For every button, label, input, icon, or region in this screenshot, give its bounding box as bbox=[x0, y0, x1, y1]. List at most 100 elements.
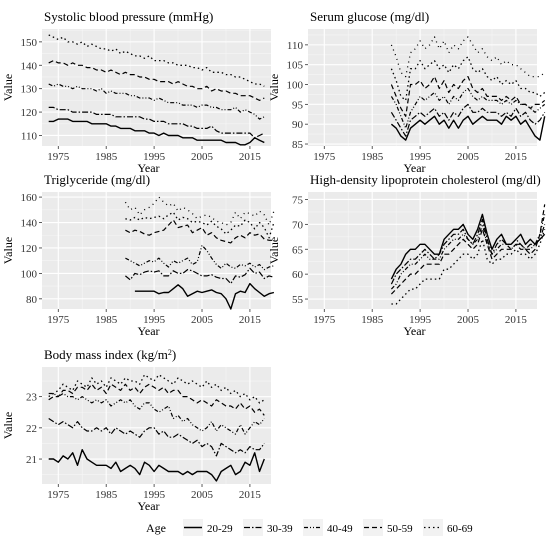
series-line-20-29 bbox=[390, 115, 546, 141]
series-line-70-79 bbox=[390, 36, 546, 78]
y-axis-label: Value bbox=[1, 237, 15, 264]
y-tick-label: 21 bbox=[26, 454, 37, 466]
series-line-40-49 bbox=[125, 244, 275, 271]
title-superscript: 2 bbox=[168, 348, 172, 357]
x-tick-label: 1975 bbox=[47, 151, 70, 163]
series-line-60-69 bbox=[125, 211, 275, 239]
panel-4: 1975 1985 1995 2005 2015 55 60 65 70 75 High-densi… bbox=[267, 172, 546, 338]
y-tick-label: 130 bbox=[21, 84, 38, 96]
series-line-20-29 bbox=[134, 282, 275, 310]
legend-title: Age bbox=[146, 521, 166, 535]
x-tick-label: 1995 bbox=[143, 151, 166, 163]
series-line-40-49 bbox=[48, 83, 265, 120]
y-tick-label: 160 bbox=[21, 192, 38, 204]
x-tick-label: 1995 bbox=[143, 314, 166, 326]
series-line-60-69 bbox=[48, 374, 265, 404]
y-tick-label: 105 bbox=[287, 60, 304, 72]
legend: Age 20-29 30-39 40-49 50-59 60-69 bbox=[146, 519, 473, 536]
panel-2: 1975 1985 1995 2005 2015 85 90 95 100 105 110 Serum… bbox=[267, 9, 546, 175]
y-tick-label: 100 bbox=[21, 268, 38, 280]
y-tick-label: 80 bbox=[26, 294, 38, 306]
series-line-40-49 bbox=[390, 214, 546, 290]
series-line-20-29 bbox=[390, 213, 546, 280]
series-line-30-39 bbox=[48, 106, 265, 139]
x-tick-label: 2005 bbox=[191, 489, 214, 501]
y-tick-label: 22 bbox=[26, 423, 37, 435]
x-axis-label: Year bbox=[403, 161, 425, 175]
x-tick-label: 1985 bbox=[95, 314, 118, 326]
y-tick-label: 100 bbox=[287, 80, 304, 92]
panel-title: Serum glucose (mg/dl) bbox=[310, 9, 429, 24]
series-line-30-39 bbox=[48, 417, 265, 457]
x-tick-label: 2015 bbox=[239, 314, 262, 326]
series-line-50-59 bbox=[390, 204, 546, 295]
x-axis-label: Year bbox=[137, 324, 159, 338]
x-tick-label: 1985 bbox=[361, 151, 384, 163]
series-line-60-69 bbox=[48, 34, 265, 87]
panel-background bbox=[42, 367, 271, 484]
x-axis-label: Year bbox=[137, 499, 159, 513]
x-axis-label: Year bbox=[403, 324, 425, 338]
panel-1: 1975 1985 1995 2005 2015 110 120 130 140 150 Systo… bbox=[1, 9, 271, 175]
series-line-50-59 bbox=[390, 76, 546, 117]
y-tick-label: 85 bbox=[292, 139, 304, 151]
x-tick-label: 2005 bbox=[191, 151, 214, 163]
series-line-20-29 bbox=[48, 449, 265, 482]
panel-5: 1975 1985 1995 2005 2015 21 22 23 Body mass inde… bbox=[1, 347, 271, 513]
y-tick-label: 140 bbox=[21, 218, 38, 230]
panel-title: Triglyceride (mg/dl) bbox=[44, 172, 150, 187]
y-tick-label: 110 bbox=[287, 40, 304, 52]
y-tick-label: 75 bbox=[292, 194, 304, 206]
x-tick-label: 1985 bbox=[361, 314, 384, 326]
title-tail: ) bbox=[172, 347, 176, 362]
y-axis-label: Value bbox=[267, 237, 281, 264]
x-tick-label: 1975 bbox=[47, 489, 70, 501]
panel-title: High-density lipoprotein cholesterol (mg… bbox=[310, 172, 541, 187]
x-tick-label: 2015 bbox=[505, 314, 528, 326]
y-axis-label: Value bbox=[1, 74, 15, 101]
x-tick-label: 1995 bbox=[409, 314, 432, 326]
x-tick-label: 1975 bbox=[313, 314, 336, 326]
panel-background bbox=[308, 192, 537, 309]
series-line-20-29 bbox=[48, 118, 265, 146]
y-tick-label: 140 bbox=[21, 60, 38, 72]
y-tick-label: 95 bbox=[292, 99, 304, 111]
series-line-60-69 bbox=[391, 229, 546, 305]
x-tick-label: 1985 bbox=[95, 489, 118, 501]
x-tick-label: 2005 bbox=[191, 314, 214, 326]
series-line-50-59 bbox=[125, 219, 274, 244]
panel-background bbox=[42, 29, 271, 146]
legend-label-20-29: 20-29 bbox=[207, 523, 233, 535]
series-line-40-49 bbox=[390, 87, 546, 129]
legend-label-40-49: 40-49 bbox=[327, 523, 353, 535]
y-axis-label: Value bbox=[1, 412, 15, 439]
x-tick-label: 1995 bbox=[143, 489, 166, 501]
panel-title: Systolic blood pressure (mmHg) bbox=[44, 9, 213, 24]
x-tick-label: 1975 bbox=[313, 151, 336, 163]
x-tick-label: 2005 bbox=[457, 314, 480, 326]
panel-3: 1975 1985 1995 2005 2015 80 100 120 140 160 Trigly… bbox=[1, 172, 275, 338]
y-tick-label: 110 bbox=[21, 130, 38, 142]
x-tick-label: 1975 bbox=[47, 314, 70, 326]
y-tick-label: 70 bbox=[292, 219, 304, 231]
series-line-50-59 bbox=[48, 60, 265, 101]
y-tick-label: 120 bbox=[21, 243, 38, 255]
x-tick-label: 1985 bbox=[95, 151, 118, 163]
x-tick-label: 2015 bbox=[239, 489, 262, 501]
y-tick-label: 90 bbox=[292, 119, 304, 131]
series-line-50-59 bbox=[48, 383, 265, 416]
panel-background bbox=[308, 29, 537, 146]
x-tick-label: 2005 bbox=[457, 151, 480, 163]
legend-label-30-39: 30-39 bbox=[267, 523, 293, 535]
y-tick-label: 65 bbox=[292, 244, 304, 256]
x-tick-label: 2015 bbox=[239, 151, 262, 163]
series-line-30-39 bbox=[390, 103, 546, 137]
y-tick-label: 120 bbox=[21, 107, 38, 119]
legend-label-60-69: 60-69 bbox=[447, 523, 473, 535]
x-tick-label: 2015 bbox=[505, 151, 528, 163]
x-axis-label: Year bbox=[137, 161, 159, 175]
panel-background bbox=[42, 192, 271, 309]
legend-label-50-59: 50-59 bbox=[387, 523, 413, 535]
y-tick-label: 55 bbox=[292, 294, 304, 306]
